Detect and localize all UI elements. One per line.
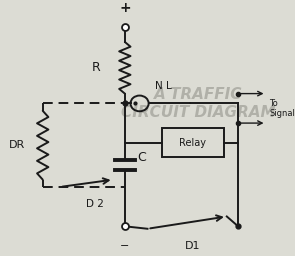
Text: Relay: Relay	[179, 138, 206, 148]
Bar	[162, 128, 224, 157]
Text: −: −	[120, 241, 130, 251]
Text: C: C	[137, 151, 146, 164]
Text: +: +	[119, 1, 131, 15]
Text: DR: DR	[9, 140, 25, 150]
Text: D 2: D 2	[86, 199, 104, 209]
Text: R: R	[92, 61, 101, 74]
Text: To
Signals: To Signals	[269, 99, 295, 118]
Text: D1: D1	[185, 241, 201, 251]
Text: N L: N L	[155, 81, 171, 91]
Text: A TRAFFIC
CIRCUIT DIAGRAM: A TRAFFIC CIRCUIT DIAGRAM	[121, 87, 276, 120]
